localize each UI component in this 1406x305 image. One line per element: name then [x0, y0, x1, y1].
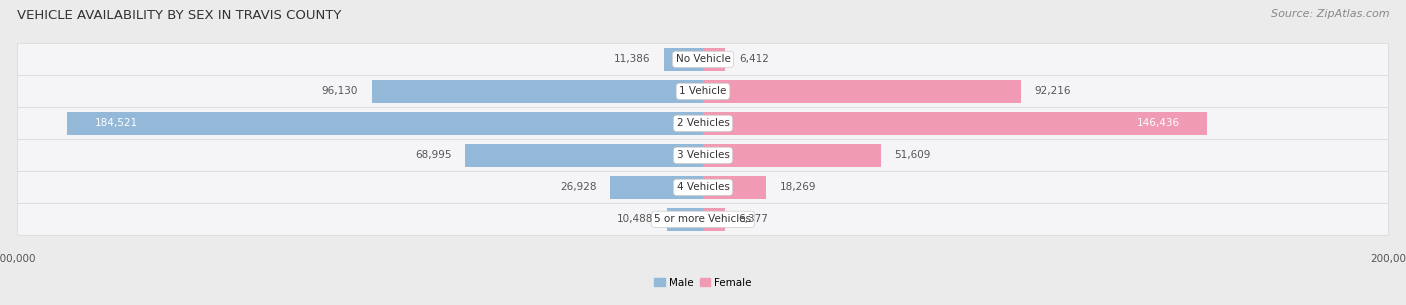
Text: 184,521: 184,521	[96, 118, 138, 128]
Bar	[703, 208, 725, 231]
FancyBboxPatch shape	[17, 107, 1389, 139]
Bar	[67, 112, 703, 135]
Text: 1 Vehicle: 1 Vehicle	[679, 86, 727, 96]
Text: Source: ZipAtlas.com: Source: ZipAtlas.com	[1271, 9, 1389, 19]
Text: 4 Vehicles: 4 Vehicles	[676, 182, 730, 192]
FancyBboxPatch shape	[17, 43, 1389, 75]
FancyBboxPatch shape	[17, 75, 1389, 107]
Bar	[703, 80, 1021, 103]
Legend: Male, Female: Male, Female	[650, 274, 756, 292]
Text: 3 Vehicles: 3 Vehicles	[676, 150, 730, 160]
Text: 146,436: 146,436	[1136, 118, 1180, 128]
Text: 26,928: 26,928	[560, 182, 596, 192]
Bar	[610, 176, 703, 199]
Text: 92,216: 92,216	[1035, 86, 1071, 96]
Bar	[664, 48, 703, 71]
Bar	[703, 48, 725, 71]
Bar	[703, 144, 880, 167]
FancyBboxPatch shape	[17, 203, 1389, 235]
Bar	[703, 112, 1208, 135]
Text: No Vehicle: No Vehicle	[675, 54, 731, 64]
Bar	[371, 80, 703, 103]
Text: 6,377: 6,377	[738, 214, 769, 224]
Bar	[666, 208, 703, 231]
FancyBboxPatch shape	[17, 171, 1389, 203]
Text: 51,609: 51,609	[894, 150, 931, 160]
Text: VEHICLE AVAILABILITY BY SEX IN TRAVIS COUNTY: VEHICLE AVAILABILITY BY SEX IN TRAVIS CO…	[17, 9, 342, 22]
Text: 18,269: 18,269	[780, 182, 817, 192]
Bar	[703, 176, 766, 199]
Text: 96,130: 96,130	[322, 86, 359, 96]
Text: 11,386: 11,386	[613, 54, 650, 64]
Text: 6,412: 6,412	[740, 54, 769, 64]
FancyBboxPatch shape	[17, 139, 1389, 171]
Text: 10,488: 10,488	[617, 214, 654, 224]
Bar	[465, 144, 703, 167]
Text: 2 Vehicles: 2 Vehicles	[676, 118, 730, 128]
Text: 5 or more Vehicles: 5 or more Vehicles	[654, 214, 752, 224]
Text: 68,995: 68,995	[415, 150, 451, 160]
